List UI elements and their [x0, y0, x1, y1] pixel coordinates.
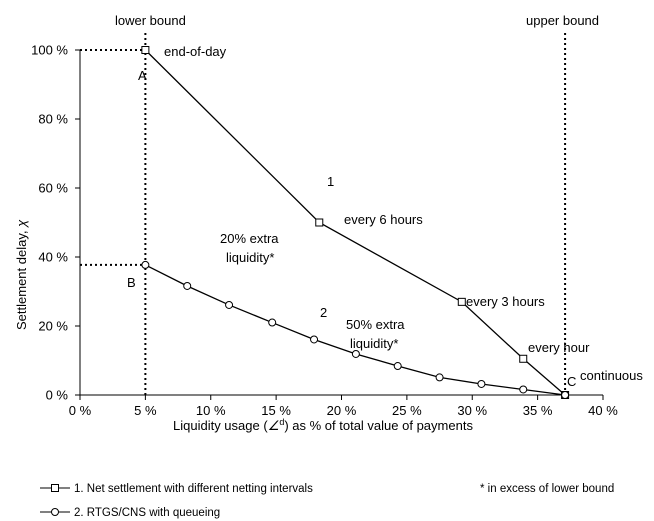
lower-bound-label: lower bound [115, 13, 186, 28]
series-2-point [477, 379, 486, 388]
annotation-every-6-hours: every 6 hours [344, 212, 423, 227]
legend-label-2: 2. RTGS/CNS with queueing [74, 507, 220, 519]
guide-lines [80, 49, 146, 266]
x-ticks: 0 % 5 % 10 % 15 % 20 % 25 % 30 % 35 % 40 % [69, 395, 618, 418]
annotation-every-hour: every hour [528, 340, 590, 355]
y-tick-label: 100 % [31, 43, 68, 58]
upper-bound-label: upper bound [526, 13, 599, 28]
x-tick-label: 0 % [69, 403, 92, 418]
annotation-50-liquidity: liquidity* [350, 336, 398, 351]
y-tick-label: 40 % [38, 250, 68, 265]
series-1-point [315, 218, 324, 227]
x-tick-label: 40 % [588, 403, 618, 418]
x-tick-label: 25 % [392, 403, 422, 418]
annotation-20-extra: 20% extra [220, 231, 279, 246]
x-tick-label: 30 % [457, 403, 487, 418]
annotation-20-liquidity: liquidity* [226, 250, 274, 265]
y-tick-label: 60 % [38, 181, 68, 196]
annotation-50-extra: 50% extra [346, 317, 405, 332]
series-2-point [351, 349, 360, 358]
annotation-every-3-hours: every 3 hours [466, 294, 545, 309]
annotation-series-2: 2 [320, 305, 327, 320]
series-2-point [268, 318, 277, 327]
series-2-point [141, 260, 150, 269]
legend-label-1: 1. Net settlement with different netting… [74, 483, 313, 495]
series-1-point [457, 297, 466, 306]
series-2-point [393, 362, 402, 371]
x-tick-label: 10 % [196, 403, 226, 418]
y-tick-label: 0 % [46, 388, 69, 403]
annotation-point-c: C [567, 374, 576, 389]
reference-lines [144, 33, 567, 395]
x-tick-label: 5 % [134, 403, 157, 418]
legend-entry-2: 2. RTGS/CNS with queueing [40, 507, 220, 519]
series-2-point [435, 373, 444, 382]
annotation-continuous: continuous [580, 368, 643, 383]
annotation-point-a: A [138, 68, 147, 83]
series-2-point [225, 300, 234, 309]
x-axis-label: Liquidity usage (∠d) as % of total value… [173, 417, 473, 433]
annotation-series-1: 1 [327, 174, 334, 189]
annotation-end-of-day: end-of-day [164, 44, 227, 59]
x-tick-label: 20 % [327, 403, 357, 418]
legend-marker-1 [51, 484, 59, 492]
series-2-point [183, 281, 192, 290]
y-tick-label: 80 % [38, 112, 68, 127]
x-tick-label: 15 % [261, 403, 291, 418]
series-2-point [519, 385, 528, 394]
series-2-point [561, 391, 570, 399]
y-ticks: 0 % 20 % 40 % 60 % 80 % 100 % [31, 43, 80, 403]
legend: 1. Net settlement with different netting… [40, 483, 614, 519]
footnote: * in excess of lower bound [480, 483, 614, 495]
series-1-point [519, 354, 528, 363]
annotation-point-b: B [127, 275, 136, 290]
y-axis-label: Settlement delay, χ [14, 219, 29, 330]
legend-marker-2 [51, 508, 59, 516]
series-1-point [141, 46, 150, 54]
y-tick-label: 20 % [38, 319, 68, 334]
series-layer [141, 46, 570, 399]
series-2-point [310, 335, 319, 344]
x-tick-label: 35 % [523, 403, 553, 418]
legend-entry-1: 1. Net settlement with different netting… [40, 483, 313, 495]
